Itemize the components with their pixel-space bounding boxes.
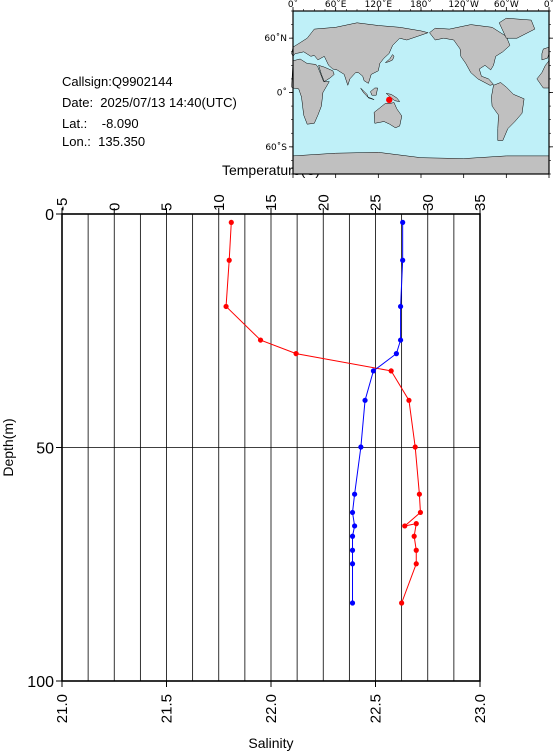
salinity-point bbox=[352, 491, 358, 497]
salinity-tick-label: 22.5 bbox=[368, 694, 385, 723]
map-lon-label: 120˚E bbox=[365, 0, 393, 10]
salinity-tick-label: 22.0 bbox=[263, 694, 280, 723]
map-lon-label: 0˚ bbox=[288, 0, 298, 10]
salinity-point bbox=[349, 561, 356, 567]
salinity-point bbox=[358, 444, 364, 450]
temperature-point bbox=[406, 397, 412, 403]
temperature-point bbox=[399, 600, 405, 606]
salinity-tick-label: 21.0 bbox=[54, 694, 71, 723]
salinity-point bbox=[349, 600, 356, 606]
salinity-point bbox=[349, 509, 356, 516]
land-north-america bbox=[429, 24, 511, 86]
temperature-tick-label: 20 bbox=[315, 194, 332, 211]
temperature-tick-label: -5 bbox=[54, 198, 71, 211]
salinity-point bbox=[352, 523, 358, 529]
callsign-text: Callsign:Q9902144 bbox=[62, 74, 173, 89]
land-greenland bbox=[498, 17, 536, 39]
map-lat-label: 60˚S bbox=[265, 142, 287, 153]
temperature-tick-label: 0 bbox=[106, 203, 123, 211]
depth-tick-label: 100 bbox=[27, 674, 54, 691]
depth-tick-label: 0 bbox=[45, 207, 54, 224]
temperature-point bbox=[416, 491, 422, 497]
temperature-point bbox=[412, 444, 418, 450]
salinity-point bbox=[362, 397, 368, 403]
land-indonesia bbox=[360, 87, 375, 100]
temperature-tick-label: 10 bbox=[211, 194, 228, 211]
salinity-point bbox=[400, 257, 406, 263]
salinity-point bbox=[349, 547, 356, 553]
temperature-point bbox=[417, 509, 424, 516]
temperature-tick-label: 30 bbox=[420, 194, 437, 211]
map-lon-label: 180˚ bbox=[410, 0, 432, 10]
temperature-tick-label: 35 bbox=[472, 194, 489, 211]
temperature-point bbox=[402, 523, 408, 529]
map-lon-label: 60˚E bbox=[325, 0, 347, 10]
station-marker bbox=[386, 96, 393, 104]
temperature-point bbox=[257, 337, 264, 343]
map-lon-label: 0˚ bbox=[544, 0, 553, 10]
map-lon-label: 60˚W bbox=[494, 0, 519, 10]
temperature-point bbox=[411, 533, 417, 539]
salinity-point bbox=[393, 351, 399, 357]
land-africa bbox=[291, 58, 330, 125]
longitude-text: Lon.: 135.350 bbox=[62, 134, 146, 149]
salinity-point bbox=[370, 368, 377, 374]
world-map: 0˚ 60˚E 120˚E 180˚ 120˚W 60˚W 0˚ 60˚N 0˚ 60˚S bbox=[264, 0, 553, 178]
temperature-point bbox=[228, 219, 234, 226]
temperature-point bbox=[413, 561, 419, 567]
land-south-america bbox=[491, 82, 525, 141]
map-lat-label: 0˚ bbox=[277, 88, 287, 99]
depth-tick-label: 50 bbox=[36, 441, 54, 458]
land-australia bbox=[373, 102, 403, 129]
temperature-point bbox=[223, 303, 229, 310]
date-text: Date: 2025/07/13 14:40(UTC) bbox=[62, 95, 237, 110]
map-lon-label: 120˚W bbox=[448, 0, 479, 10]
temperature-tick-label: 25 bbox=[368, 194, 385, 211]
land-borneo bbox=[370, 87, 378, 96]
depth-axis-label: Depth(m) bbox=[0, 418, 16, 476]
salinity-line bbox=[352, 222, 404, 604]
temperature-line bbox=[225, 222, 421, 604]
temperature-tick-label: 5 bbox=[159, 203, 176, 211]
temperature-point bbox=[293, 351, 299, 357]
land-arabia bbox=[318, 64, 335, 82]
salinity-axis-label: Salinity bbox=[248, 735, 293, 751]
temperature-point bbox=[413, 547, 419, 553]
salinity-point bbox=[400, 219, 406, 226]
salinity-point bbox=[397, 303, 404, 310]
temperature-point bbox=[413, 521, 419, 527]
land-japan bbox=[385, 54, 395, 63]
latitude-text: Lat.: -8.090 bbox=[62, 116, 139, 131]
salinity-point bbox=[349, 533, 356, 539]
land-eurasia bbox=[291, 22, 429, 87]
temperature-point bbox=[226, 257, 232, 263]
salinity-tick-label: 23.0 bbox=[472, 694, 489, 723]
temperature-tick-label: 15 bbox=[263, 194, 280, 211]
salinity-tick-label: 21.5 bbox=[159, 694, 176, 723]
salinity-point bbox=[397, 337, 404, 343]
map-lat-label: 60˚N bbox=[264, 33, 287, 44]
temperature-point bbox=[388, 368, 394, 374]
